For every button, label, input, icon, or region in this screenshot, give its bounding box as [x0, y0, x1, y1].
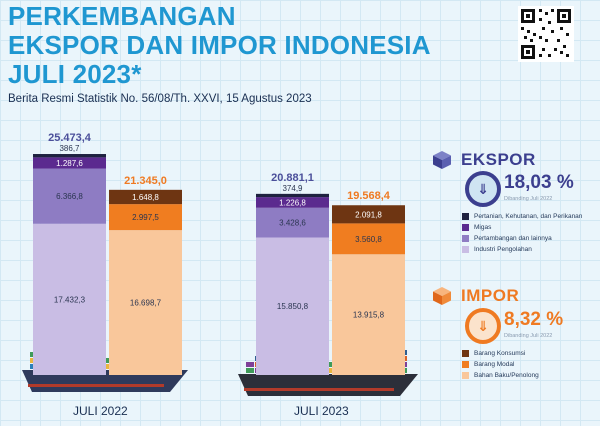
page-title: PERKEMBANGAN EKSPOR DAN IMPOR INDONESIA …	[8, 2, 431, 89]
impor-bar-segment	[332, 205, 405, 224]
legend-label: Bahan Baku/Penolong	[474, 372, 539, 379]
legend-item: Migas	[462, 224, 491, 231]
category-label-2022: JULI 2022	[73, 404, 128, 418]
ekspor-data-label: 1.226,8	[279, 198, 306, 207]
ekspor-data-label: 6.366,8	[56, 192, 83, 201]
impor-data-label: 16.698,7	[130, 299, 162, 308]
legend-swatch	[462, 372, 469, 379]
legend-swatch	[462, 361, 469, 368]
double-chevron-down-icon: ⇓	[465, 171, 501, 207]
legend-swatch	[462, 213, 469, 220]
ekspor-title: EKSPOR	[461, 150, 536, 169]
ekspor-bar-segment	[33, 157, 106, 169]
legend-label: Barang Modal	[474, 361, 515, 368]
impor-data-label: 1.648,8	[132, 193, 159, 202]
impor-title: IMPOR	[461, 286, 520, 305]
category-label-2023: JULI 2023	[294, 404, 349, 418]
legend-item: Pertambangan dan lainnya	[462, 235, 552, 242]
impor-total-label: 19.568,4	[347, 190, 391, 202]
ekspor-total-label: 20.881,1	[271, 172, 314, 184]
ship-hull	[238, 374, 418, 396]
ekspor-bar-segment	[33, 168, 106, 224]
legend-label: Industri Pengolahan	[474, 246, 532, 253]
double-chevron-down-icon: ⇓	[465, 308, 501, 344]
impor-note: Dibanding Juli 2022	[504, 333, 553, 339]
legend-swatch	[462, 350, 469, 357]
subtitle: Berita Resmi Statistik No. 56/08/Th. XXV…	[8, 93, 312, 105]
impor-box-icon	[433, 287, 451, 305]
ship-container	[246, 362, 254, 367]
ship-container	[327, 362, 335, 367]
impor-data-label: 2.997,5	[132, 213, 159, 222]
impor-total-label: 21.345,0	[124, 175, 167, 187]
ekspor-data-label: 374,9	[282, 184, 303, 193]
ekspor-bar-segment	[33, 223, 106, 375]
impor-data-label: 2.091,8	[355, 210, 382, 219]
ship-waterline	[28, 384, 164, 387]
qr-code-icon	[518, 6, 574, 62]
legend-swatch	[462, 246, 469, 253]
ekspor-data-label: 1.287,6	[56, 159, 83, 168]
legend-item: Industri Pengolahan	[462, 246, 532, 253]
ekspor-data-label: 386,7	[59, 144, 80, 153]
title-line-3: JULI 2023*	[8, 59, 142, 89]
impor-data-label: 13.915,8	[353, 311, 385, 320]
legend-swatch	[462, 235, 469, 242]
impor-bar-segment	[109, 230, 182, 375]
legend-label: Barang Konsumsi	[474, 350, 526, 357]
legend-item: Barang Konsumsi	[462, 350, 525, 357]
ekspor-data-label: 15.850,8	[277, 302, 309, 311]
ekspor-percent: 18,03 %	[504, 172, 574, 193]
ekspor-total-label: 25.473,4	[48, 132, 92, 144]
legend-item: Bahan Baku/Penolong	[462, 372, 539, 379]
legend-label: Migas	[474, 224, 492, 231]
impor-bar-segment	[332, 254, 405, 375]
impor-data-label: 3.560,8	[355, 235, 382, 244]
ekspor-bar-segment	[256, 193, 329, 198]
ekspor-note: Dibanding Juli 2022	[504, 196, 553, 202]
legend-label: Pertanian, Kehutanan, dan Perikanan	[474, 213, 583, 220]
ship-waterline	[244, 388, 394, 391]
title-line-1: PERKEMBANGAN	[8, 1, 236, 31]
impor-percent: 8,32 %	[504, 309, 564, 330]
ship-container	[246, 368, 254, 373]
ekspor-data-label: 3.428,6	[279, 219, 306, 228]
legend-label: Pertambangan dan lainnya	[474, 235, 552, 242]
ekspor-box-icon	[433, 151, 451, 169]
ekspor-bar-segment	[256, 237, 329, 375]
ekspor-bar-segment	[256, 197, 329, 208]
ekspor-data-label: 17.432,3	[54, 295, 86, 304]
legend-swatch	[462, 224, 469, 231]
legend-item: Barang Modal	[462, 361, 514, 368]
title-line-2: EKSPOR DAN IMPOR INDONESIA	[8, 30, 431, 60]
ekspor-bar-segment	[256, 207, 329, 238]
ekspor-bar-segment	[33, 154, 106, 158]
ship-container	[327, 368, 335, 373]
impor-bar-segment	[332, 223, 405, 255]
impor-bar-segment	[109, 189, 182, 205]
impor-bar-segment	[109, 204, 182, 231]
legend-item: Pertanian, Kehutanan, dan Perikanan	[462, 213, 582, 220]
